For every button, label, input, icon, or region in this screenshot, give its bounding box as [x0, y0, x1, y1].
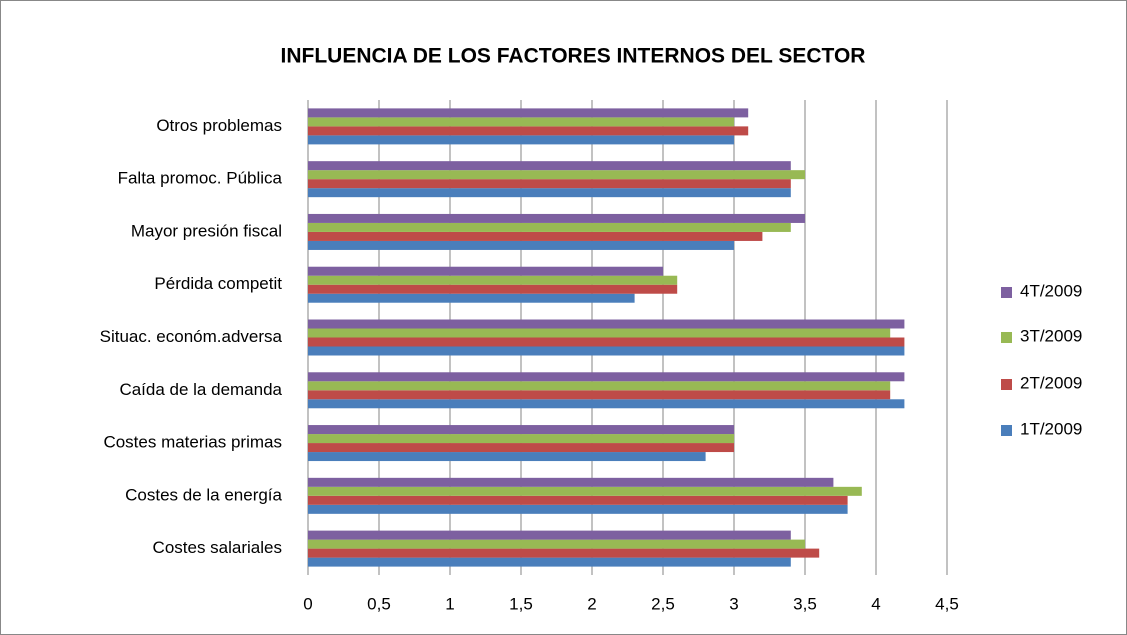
bar	[308, 231, 763, 241]
x-tick-label: 1	[445, 594, 454, 613]
bar	[308, 222, 791, 232]
y-tick-label: Costes salariales	[153, 538, 282, 557]
legend-label: 4T/2009	[1020, 281, 1082, 300]
bar	[308, 452, 706, 462]
bar	[308, 495, 848, 505]
bar	[308, 240, 734, 250]
bar	[308, 179, 791, 189]
bar	[308, 135, 734, 145]
x-tick-label: 2,5	[651, 594, 675, 613]
bar	[308, 319, 905, 329]
legend-swatch	[1001, 332, 1012, 343]
bar	[308, 293, 635, 303]
y-tick-label: Pérdida competit	[154, 274, 282, 293]
bar	[308, 557, 791, 567]
bar	[308, 548, 820, 558]
bar	[308, 443, 734, 453]
x-tick-label: 1,5	[509, 594, 533, 613]
bar	[308, 117, 734, 127]
bar	[308, 213, 805, 223]
bar	[308, 530, 791, 540]
y-tick-label: Falta promoc. Pública	[118, 169, 283, 188]
y-tick-label: Caída de la demanda	[119, 380, 282, 399]
y-tick-label: Costes materias primas	[103, 433, 282, 452]
legend-swatch	[1001, 287, 1012, 298]
x-tick-label: 0,5	[367, 594, 391, 613]
chart-title: INFLUENCIA DE LOS FACTORES INTERNOS DEL …	[281, 45, 866, 68]
bar	[308, 328, 891, 338]
bar	[308, 275, 678, 285]
legend-swatch	[1001, 379, 1012, 390]
x-tick-label: 4	[871, 594, 880, 613]
bar	[308, 266, 663, 276]
legend-label: 1T/2009	[1020, 419, 1082, 438]
legend-label: 2T/2009	[1020, 373, 1082, 392]
bar	[308, 188, 791, 198]
bar	[308, 346, 905, 356]
x-tick-label: 2	[587, 594, 596, 613]
legend-swatch	[1001, 425, 1012, 436]
bar	[308, 170, 805, 180]
bar	[308, 434, 734, 444]
bar	[308, 126, 749, 136]
bar	[308, 337, 905, 347]
x-tick-label: 0	[303, 594, 312, 613]
bar	[308, 381, 891, 391]
bar	[308, 486, 862, 496]
bar	[308, 399, 905, 409]
x-tick-label: 3,5	[793, 594, 817, 613]
x-tick-label: 3	[729, 594, 738, 613]
bar	[308, 284, 678, 294]
bar	[308, 504, 848, 514]
legend-label: 3T/2009	[1020, 326, 1082, 345]
bar	[308, 425, 734, 435]
y-tick-label: Otros problemas	[156, 116, 282, 135]
y-tick-label: Situac. económ.adversa	[100, 327, 283, 346]
bar	[308, 390, 891, 400]
x-tick-label: 4,5	[935, 594, 959, 613]
y-tick-label: Mayor presión fiscal	[131, 221, 282, 240]
bar	[308, 477, 834, 487]
bar	[308, 108, 749, 118]
bar	[308, 372, 905, 382]
y-tick-label: Costes de la energía	[125, 485, 282, 504]
bar	[308, 161, 791, 171]
bar	[308, 539, 805, 549]
